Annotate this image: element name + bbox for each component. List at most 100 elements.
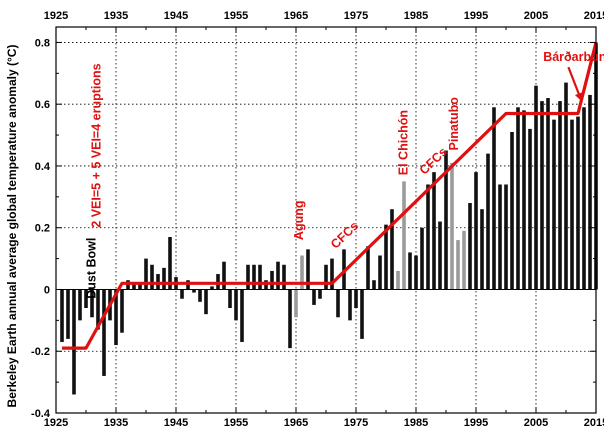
bar (114, 289, 118, 346)
bar (138, 283, 142, 290)
y-tick-label: 0.8 (35, 37, 50, 49)
bar (360, 289, 364, 339)
bar (366, 246, 370, 290)
bar (522, 110, 526, 290)
x-tick-label-top: 2015 (584, 10, 604, 22)
bar (528, 128, 532, 290)
bar (450, 162, 454, 290)
bar (270, 270, 274, 290)
bar (576, 116, 580, 290)
bar (252, 264, 256, 290)
bar (120, 289, 124, 333)
bar (84, 289, 88, 309)
x-tick-label-top: 1965 (284, 10, 308, 22)
bar (198, 289, 202, 302)
bar (324, 264, 328, 290)
x-tick-label-bottom: 1985 (404, 417, 428, 429)
bar (534, 85, 538, 290)
bar (504, 184, 508, 290)
bar (444, 150, 448, 290)
bar (468, 203, 472, 290)
bar (540, 101, 544, 290)
bar (396, 270, 400, 290)
bar (486, 153, 490, 290)
bar (276, 261, 280, 290)
bar (102, 289, 106, 376)
bar (336, 289, 340, 318)
bar (312, 289, 316, 305)
bar (492, 107, 496, 290)
annotation-label: Dust Bowl (85, 238, 99, 299)
x-tick-label-bottom: 1925 (44, 417, 68, 429)
bar (462, 230, 466, 290)
y-tick-label: 0.6 (35, 99, 50, 111)
bar (378, 255, 382, 290)
bar (480, 209, 484, 290)
bar (210, 286, 214, 290)
bar (354, 289, 358, 309)
bar (180, 289, 184, 299)
bar (402, 181, 406, 290)
annotation-arrow-head (574, 92, 583, 102)
bar (348, 289, 352, 321)
bar (144, 258, 148, 290)
bar (414, 255, 418, 290)
bar (570, 119, 574, 290)
x-tick-label-bottom: 1935 (104, 417, 128, 429)
bar (240, 289, 244, 342)
y-tick-label: 0 (44, 284, 50, 296)
annotation-label: 2 VEI=5 + 5 VEI=4 eruptions (89, 63, 103, 227)
trend-line (62, 42, 598, 350)
bar (426, 184, 430, 290)
y-tick-label: -0.4 (31, 408, 51, 420)
x-tick-label-bottom: 1965 (284, 417, 308, 429)
bar (456, 240, 460, 290)
annotation-label: Bárðarbunga (543, 50, 604, 64)
x-tick-label-top: 1955 (224, 10, 248, 22)
bar (510, 131, 514, 290)
bar (390, 209, 394, 290)
bar (420, 227, 424, 290)
x-tick-label-bottom: 1955 (224, 417, 248, 429)
bar (564, 82, 568, 290)
bar (258, 264, 262, 290)
bar (168, 236, 172, 290)
bar (162, 267, 166, 290)
bar (384, 224, 388, 290)
x-tick-label-bottom: 1945 (164, 417, 188, 429)
bar (66, 289, 70, 339)
y-tick-label: 0.2 (35, 223, 50, 235)
x-tick-label-top: 1935 (104, 10, 128, 22)
annotation-label: Pinatubo (447, 97, 461, 151)
annotation-label: El Chichón (397, 110, 411, 175)
x-tick-label-bottom: 1975 (344, 417, 368, 429)
bar (516, 107, 520, 290)
x-tick-label-top: 1985 (404, 10, 428, 22)
bar (582, 107, 586, 290)
x-tick-label-top: 1945 (164, 10, 188, 22)
bar (372, 280, 376, 290)
x-tick-label-bottom: 2005 (524, 417, 548, 429)
bar (246, 264, 250, 290)
bar (306, 249, 310, 290)
x-tick-label-top: 1995 (464, 10, 488, 22)
annotation-label: Agung (292, 200, 306, 240)
y-axis-label: Berkeley Earth annual average global tem… (5, 45, 19, 408)
bar (288, 289, 292, 349)
bar (330, 258, 334, 290)
x-tick-label-bottom: 2015 (584, 417, 604, 429)
bar (132, 283, 136, 290)
bar (498, 184, 502, 290)
x-tick-label-top: 1925 (44, 10, 68, 22)
bar (438, 221, 442, 290)
bar (558, 101, 562, 290)
bar (546, 98, 550, 290)
bar (474, 172, 478, 290)
bar (234, 289, 238, 321)
bar (588, 94, 592, 290)
bar (72, 289, 76, 395)
y-tick-label: -0.2 (31, 346, 50, 358)
bar (294, 289, 298, 318)
bar (282, 264, 286, 290)
